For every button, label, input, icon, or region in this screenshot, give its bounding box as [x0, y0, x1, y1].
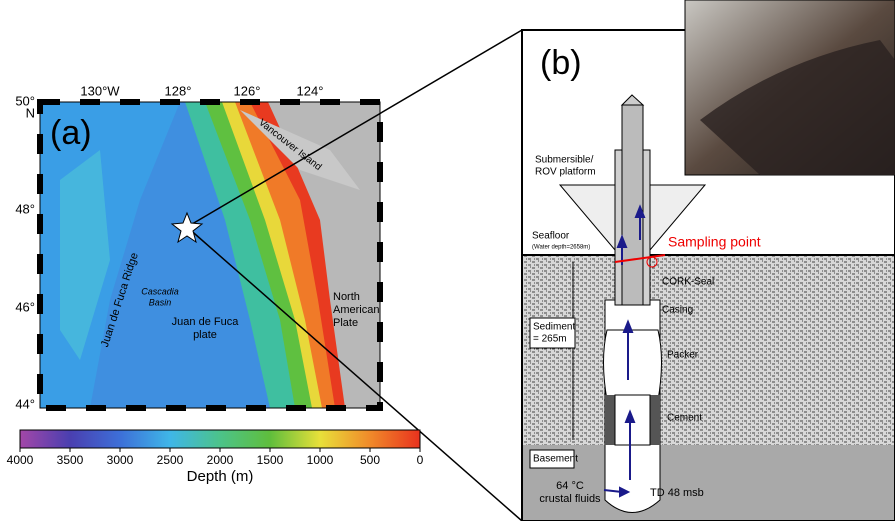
feature-label: crustal fluids	[539, 493, 601, 505]
feature-label: = 265m	[533, 334, 567, 345]
colorbar-tick-label: 3000	[107, 453, 134, 467]
lat-label: N	[26, 105, 35, 120]
colorbar-tick-label: 0	[417, 453, 424, 467]
diagram-label: Packer	[667, 350, 699, 361]
diagram-label: Casing	[662, 305, 693, 316]
lat-label: 48°	[15, 201, 35, 216]
colorbar-tick-label: 1000	[307, 453, 334, 467]
feature-label: plate	[193, 329, 217, 341]
lon-label: 128°	[165, 83, 192, 98]
diagram-label: TD 48 msb	[650, 487, 704, 499]
sampling-label: Sampling point	[668, 234, 761, 250]
diagram-label: (Water depth=2658m)	[532, 245, 590, 251]
feature-label: American	[333, 304, 379, 316]
feature-label: ROV platform	[535, 167, 596, 178]
colorbar-tick-label: 1500	[257, 453, 284, 467]
colorbar-label: Depth (m)	[187, 468, 254, 485]
feature-label: Sediment	[533, 322, 575, 333]
feature-label: 64 °C	[556, 480, 584, 492]
diagram-label: Cement	[667, 413, 702, 424]
lon-label: 124°	[297, 83, 324, 98]
lat-label: 46°	[15, 299, 35, 314]
diagram-label: Basement	[533, 454, 578, 465]
diagram-label: CORK-Seal	[662, 277, 714, 288]
colorbar-tick-label: 2000	[207, 453, 234, 467]
lon-label: 130°W	[80, 83, 120, 98]
colorbar-tick-label: 2500	[157, 453, 184, 467]
lat-label: 44°	[15, 396, 35, 411]
feature-label: Plate	[333, 317, 358, 329]
panel-label: (b)	[540, 44, 582, 82]
lon-label: 126°	[234, 83, 261, 98]
feature-label: North	[333, 291, 360, 303]
feature-label: Juan de Fuca	[172, 316, 240, 328]
diagram-label: Seafloor	[532, 231, 570, 242]
colorbar-tick-label: 4000	[7, 453, 34, 467]
figure: (a)130°W128°126°124°50°N48°46°44°Vancouv…	[0, 0, 895, 521]
feature-label: Submersible/	[535, 155, 594, 166]
colorbar-tick-label: 500	[360, 453, 380, 467]
feature-label: Cascadia	[141, 286, 179, 296]
colorbar-tick-label: 3500	[57, 453, 84, 467]
panel-label: (a)	[50, 114, 92, 152]
colorbar	[20, 430, 420, 448]
feature-label: Basin	[149, 297, 172, 307]
